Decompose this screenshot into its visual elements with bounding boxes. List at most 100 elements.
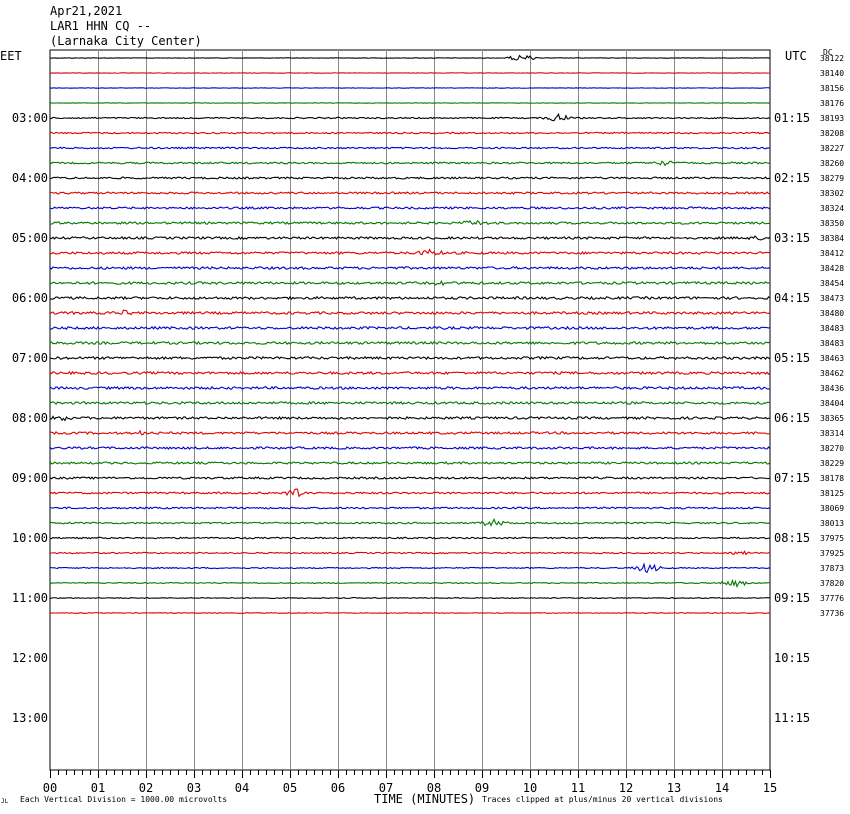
x-tick-label: 02 (139, 781, 153, 795)
dc-offset-label: 37820 (820, 579, 844, 588)
left-hour-label: 05:00 (12, 231, 48, 245)
seismic-trace (49, 191, 771, 195)
right-hour-label: 08:15 (774, 531, 810, 545)
seismic-trace (49, 309, 771, 316)
right-hour-label: 02:15 (774, 171, 810, 185)
dc-offset-label: 38404 (820, 399, 844, 408)
left-hour-label: 09:00 (12, 471, 48, 485)
right-hour-label: 06:15 (774, 411, 810, 425)
dc-offset-label: 38350 (820, 219, 844, 228)
x-tick-label: 06 (331, 781, 345, 795)
left-hour-label: 07:00 (12, 351, 48, 365)
dc-offset-label: 38483 (820, 339, 844, 348)
dc-offset-label: 38140 (820, 69, 844, 78)
seismic-trace (50, 146, 771, 150)
dc-offset-label: 38122 (820, 54, 844, 63)
left-hour-label: 08:00 (12, 411, 48, 425)
dc-offset-label: 38302 (820, 189, 844, 198)
seismic-trace (49, 87, 771, 89)
seismic-trace (49, 102, 771, 104)
dc-offset-label: 38260 (820, 159, 844, 168)
dc-offset-label: 38178 (820, 474, 844, 483)
dc-offset-label: 38473 (820, 294, 844, 303)
seismic-trace (49, 562, 771, 574)
dc-offset-label: 38412 (820, 249, 844, 258)
seismic-trace (49, 325, 771, 331)
x-tick-label: 03 (187, 781, 201, 795)
left-hour-label: 11:00 (12, 591, 48, 605)
seismic-trace (49, 206, 771, 210)
dc-offset-label: 38324 (820, 204, 844, 213)
x-tick-label: 09 (475, 781, 489, 795)
station-location: (Larnaka City Center) (50, 34, 202, 48)
dc-column-label: DC (823, 48, 833, 57)
dc-offset-label: 38013 (820, 519, 844, 528)
dc-offset-label: 38229 (820, 459, 844, 468)
dc-offset-label: 38279 (820, 174, 844, 183)
dc-offset-label: 38436 (820, 384, 844, 393)
dc-offset-label: 38208 (820, 129, 844, 138)
right-hour-label: 10:15 (774, 651, 810, 665)
left-hour-label: 13:00 (12, 711, 48, 725)
right-hour-label: 03:15 (774, 231, 810, 245)
seismic-trace (49, 54, 771, 61)
seismic-trace (49, 219, 771, 226)
dc-offset-label: 38227 (820, 144, 844, 153)
dc-offset-label: 38462 (820, 369, 844, 378)
x-tick-label: 14 (715, 781, 729, 795)
seismic-trace (49, 112, 771, 122)
left-timezone-label: EET (0, 49, 22, 63)
seismic-trace (49, 160, 771, 167)
seismic-trace (49, 429, 771, 436)
dc-offset-label: 38365 (820, 414, 844, 423)
seismic-trace (49, 415, 771, 422)
dc-offset-label: 38428 (820, 264, 844, 273)
seismic-trace (49, 476, 771, 480)
seismic-trace (49, 536, 771, 540)
seismic-trace (49, 72, 771, 74)
right-hour-label: 01:15 (774, 111, 810, 125)
dc-offset-label: 38270 (820, 444, 844, 453)
dc-offset-label: 38125 (820, 489, 844, 498)
seismic-trace (49, 295, 771, 301)
right-hour-label: 09:15 (774, 591, 810, 605)
dc-offset-label: 38314 (820, 429, 844, 438)
left-hour-label: 06:00 (12, 291, 48, 305)
seismic-trace (49, 370, 771, 376)
seismic-trace (49, 461, 771, 465)
dc-offset-label: 38454 (820, 279, 844, 288)
dc-offset-label: 37873 (820, 564, 844, 573)
right-timezone-label: UTC (785, 49, 807, 63)
station-code: LAR1 HHN CQ -- (50, 19, 152, 33)
seismic-trace (49, 446, 771, 450)
clip-note: Traces clipped at plus/minus 20 vertical… (482, 795, 723, 804)
seismic-trace (49, 235, 771, 241)
dc-offset-label: 38069 (820, 504, 844, 513)
plot-frame (49, 49, 771, 771)
dc-offset-label: 38176 (820, 99, 844, 108)
seismic-trace (49, 506, 771, 510)
seismic-trace (49, 518, 771, 527)
seismic-trace (49, 176, 771, 180)
right-hour-label: 05:15 (774, 351, 810, 365)
seismic-trace (49, 355, 771, 361)
dc-offset-label: 37736 (820, 609, 844, 618)
right-hour-label: 07:15 (774, 471, 810, 485)
seismic-trace (49, 340, 771, 346)
seismic-trace (49, 578, 771, 589)
dc-offset-label: 38156 (820, 84, 844, 93)
scale-note: Each Vertical Division = 1000.00 microvo… (20, 795, 228, 804)
left-hour-label: 04:00 (12, 171, 48, 185)
dc-offset-label: 38483 (820, 324, 844, 333)
x-tick-label: 00 (43, 781, 57, 795)
dc-offset-label: 38193 (820, 114, 844, 123)
x-tick-label: 11 (571, 781, 585, 795)
dc-offset-label: 37975 (820, 534, 844, 543)
seismic-trace (49, 248, 771, 256)
x-tick-label: 07 (379, 781, 393, 795)
dc-offset-label: 38480 (820, 309, 844, 318)
x-axis-title: TIME (MINUTES) (374, 792, 476, 806)
chart-date: Apr21,2021 (50, 4, 123, 18)
seismic-trace (49, 279, 771, 287)
